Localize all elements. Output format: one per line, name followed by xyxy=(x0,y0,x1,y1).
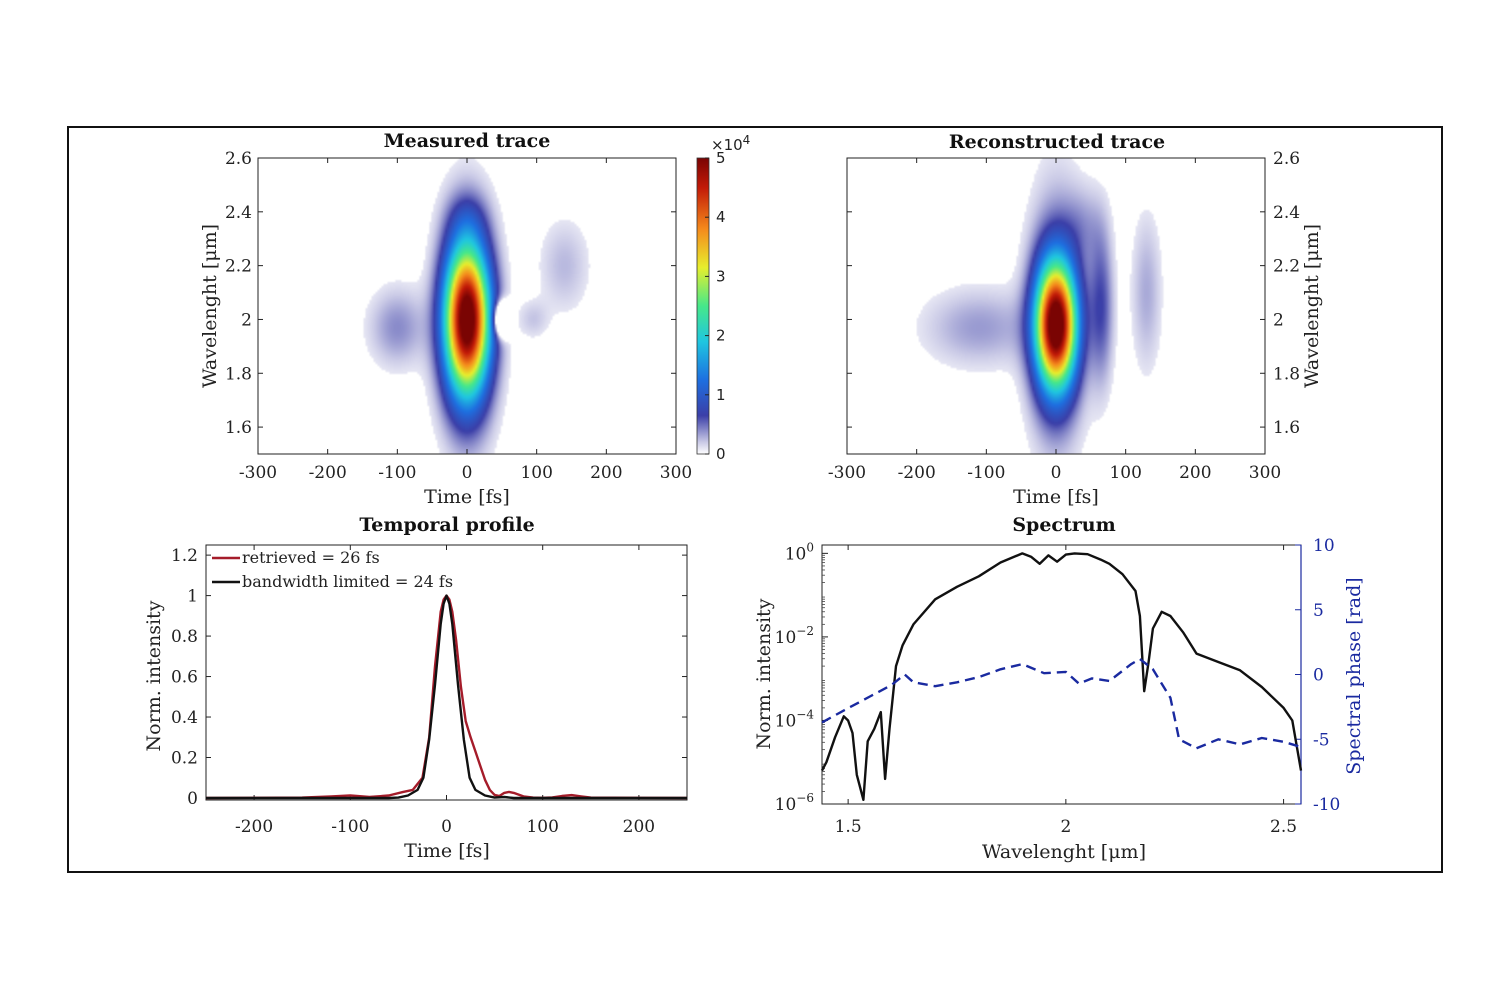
spectrum-ytick-label: 10−6 xyxy=(775,791,814,815)
temporal-xtick-label: -200 xyxy=(235,817,273,837)
spectrum-ytick-label: 10−4 xyxy=(775,707,815,731)
reconstructed-ytick-label: 2.6 xyxy=(1273,149,1300,169)
temporal-xlabel: Time [fs] xyxy=(404,840,490,862)
reconstructed-ytick-label: 2.2 xyxy=(1273,257,1300,277)
temporal-ytick-label: 0 xyxy=(187,789,198,809)
measured-ytick-label: 2.6 xyxy=(225,149,252,169)
temporal-xtick-label: 200 xyxy=(623,817,655,837)
measured-xlabel: Time [fs] xyxy=(424,486,510,508)
measured-xtick-label: 0 xyxy=(462,463,473,483)
temporal-xtick-label: -100 xyxy=(331,817,369,837)
measured-xtick-label: -300 xyxy=(239,463,277,483)
spectral-phase-line xyxy=(821,657,1302,750)
temporal-ytick-label: 0.2 xyxy=(171,749,198,769)
measured-xtick-label: -200 xyxy=(309,463,347,483)
legend-label-retrieved: retrieved = 26 fs xyxy=(242,548,380,567)
reconstructed-ytick-label: 1.8 xyxy=(1273,364,1300,384)
colorbar-tick-label: 2 xyxy=(716,327,726,345)
legend-label-bandwidth-limited: bandwidth limited = 24 fs xyxy=(242,572,453,591)
measured-ytick-label: 1.6 xyxy=(225,418,252,438)
spectrum-y2tick-label: 5 xyxy=(1313,601,1324,621)
temporal-ytick-label: 1.2 xyxy=(171,546,198,566)
figure-frame xyxy=(67,126,1443,873)
reconstructed-xlabel: Time [fs] xyxy=(1013,486,1099,508)
measured-trace-title: Measured trace xyxy=(384,130,551,152)
spectrum-y2tick-label: -5 xyxy=(1313,730,1330,750)
measured-xtick-label: 300 xyxy=(660,463,692,483)
reconstructed-xtick-label: 200 xyxy=(1179,463,1211,483)
spectrum-xtick-label: 1.5 xyxy=(835,817,862,837)
reconstructed-xtick-label: 300 xyxy=(1249,463,1281,483)
temporal-xtick-label: 0 xyxy=(441,817,452,837)
spectrum-ylabel: Norm. intensity xyxy=(753,598,775,749)
spectrum-y2tick-label: 0 xyxy=(1313,666,1324,686)
measured-ytick-label: 2.2 xyxy=(225,257,252,277)
reconstructed-xtick-label: 100 xyxy=(1109,463,1141,483)
measured-trace-heatmap xyxy=(258,158,676,454)
measured-xtick-label: 200 xyxy=(590,463,622,483)
spectrum-y2tick-label: 10 xyxy=(1313,536,1335,556)
temporal-ytick-label: 1 xyxy=(187,587,198,607)
reconstructed-xtick-label: -200 xyxy=(898,463,936,483)
spectrum-xlabel: Wavelenght [μm] xyxy=(982,841,1146,863)
colorbar-tick-label: 1 xyxy=(716,386,726,404)
colorbar-tick-label: 0 xyxy=(716,445,726,463)
spectrum-xtick-label: 2 xyxy=(1060,817,1071,837)
reconstructed-xtick-label: -300 xyxy=(828,463,866,483)
reconstructed-ytick-label: 1.6 xyxy=(1273,418,1300,438)
temporal-xtick-label: 100 xyxy=(526,817,558,837)
colorbar-tick-label: 5 xyxy=(716,149,726,167)
colorbar-multiplier: ×104 xyxy=(711,133,750,154)
colorbar: 0 1 2 3 4 5 ×104 xyxy=(696,133,750,463)
reconstructed-trace-panel: Reconstructed trace -300 -200 -100 0 100 200 3… xyxy=(828,131,1323,508)
reconstructed-trace-title: Reconstructed trace xyxy=(949,131,1165,153)
measured-xtick-label: 100 xyxy=(520,463,552,483)
temporal-ytick-label: 0.6 xyxy=(171,668,198,688)
spectrum-ytick-label: 10−2 xyxy=(775,624,814,648)
measured-ytick-label: 2.4 xyxy=(225,203,252,223)
reconstructed-ytick-label: 2.4 xyxy=(1273,203,1300,223)
temporal-ytick-label: 0.4 xyxy=(171,708,198,728)
temporal-axes-box xyxy=(205,544,688,801)
temporal-profile-title: Temporal profile xyxy=(359,514,534,536)
colorbar-tick-label: 4 xyxy=(716,208,726,226)
measured-ylabel: Wavelenght [μm] xyxy=(199,224,221,388)
spectrum-title: Spectrum xyxy=(1012,514,1115,536)
temporal-profile-panel: Temporal profile -200 -100 0 100 200 0 0.2 0.4 0… xyxy=(143,514,688,862)
spectrum-ytick-label: 100 xyxy=(785,540,814,564)
temporal-legend: retrieved = 26 fs bandwidth limited = 24… xyxy=(212,548,453,591)
reconstructed-ytick-label: 2 xyxy=(1273,310,1284,330)
measured-xtick-label: -100 xyxy=(378,463,416,483)
temporal-ytick-label: 0.8 xyxy=(171,627,198,647)
measured-trace-panel: Measured trace -300 -200 -100 0 100 200 300 1.6… xyxy=(199,130,692,508)
reconstructed-xtick-label: 0 xyxy=(1051,463,1062,483)
reconstructed-ylabel: Wavelenght [μm] xyxy=(1301,224,1323,388)
reconstructed-trace-heatmap xyxy=(847,158,1265,454)
temporal-ylabel: Norm. intensity xyxy=(143,600,165,751)
measured-ytick-label: 2 xyxy=(241,310,252,330)
colorbar-gradient xyxy=(696,157,710,455)
spectrum-xtick-label: 2.5 xyxy=(1270,817,1297,837)
bandwidth-limited-profile-line xyxy=(206,594,687,800)
spectrum-y2label: Spectral phase [rad] xyxy=(1343,577,1365,774)
reconstructed-xtick-label: -100 xyxy=(967,463,1005,483)
spectrum-y2tick-label: -10 xyxy=(1313,795,1340,815)
spectrum-intensity-line xyxy=(820,552,1303,801)
colorbar-tick-label: 3 xyxy=(716,267,726,285)
spectrum-panel: Spectrum 1.5 2 2.5 10−6 10−4 10−2 100 -10 -5 0 5 10… xyxy=(753,514,1365,863)
spectrum-axes-box xyxy=(821,544,1302,805)
measured-ytick-label: 1.8 xyxy=(225,364,252,384)
